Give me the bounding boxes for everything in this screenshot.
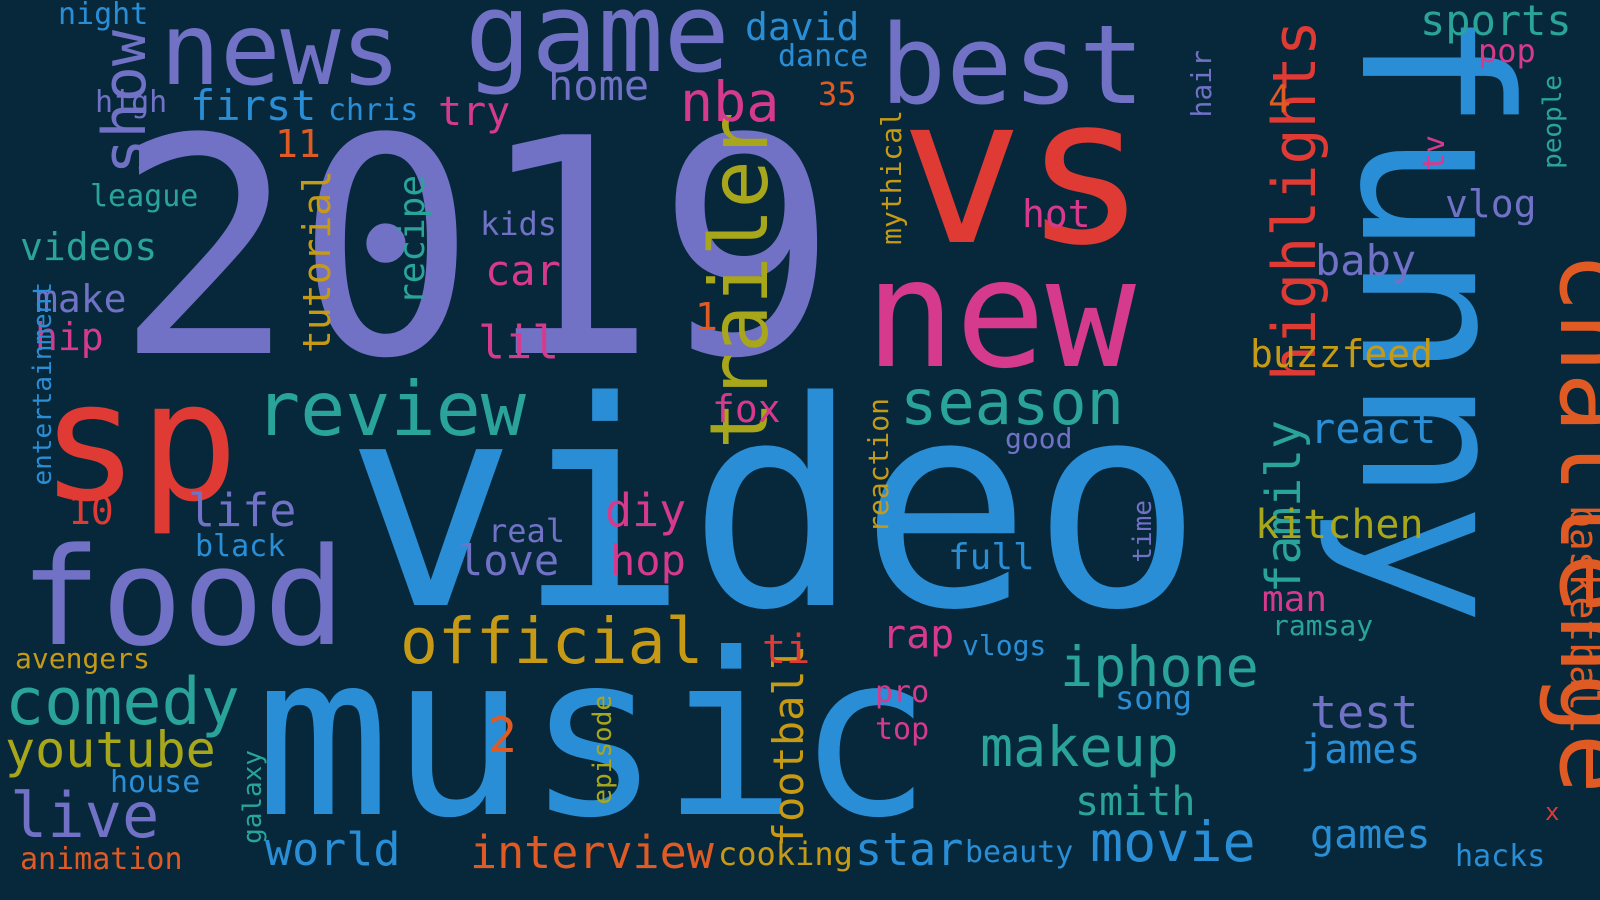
word-black: black [195,529,286,564]
word-game: game [465,0,730,97]
word-james: james [1300,727,1421,773]
word-car: car [485,246,561,295]
word-vs: vs [900,53,1147,291]
word-iphone: iphone [1060,635,1259,699]
word-kitchen: kitchen [1255,502,1424,548]
word-food: food [20,519,346,676]
word-cooking: cooking [718,835,853,873]
word-football: football [764,645,813,848]
word-smith: smith [1075,779,1196,825]
word-home: home [548,61,650,110]
word-music: music [255,606,933,868]
word-real: real [488,512,566,550]
word-best: best [880,1,1145,129]
word-high: high [95,85,168,120]
word-love: love [458,536,560,585]
word-season: season [900,366,1124,439]
word-basketball: basketball [1562,505,1600,734]
word-world: world [265,823,401,876]
word-youtube: youtube [5,721,216,779]
word-highlights: highlights [1260,20,1330,382]
word-house: house [110,765,201,800]
word-star: star [855,823,964,876]
word-reaction: reaction [862,398,895,533]
word-league: league [90,179,199,214]
word-kids: kids [480,205,558,243]
word-rap: rap [882,612,955,658]
word-recipe: recipe [392,175,433,306]
word-galaxy: galaxy [238,750,268,844]
word-dance: dance [778,39,869,74]
word-ti: ti [762,627,811,673]
word-song: song [1115,679,1193,717]
word-test: test [1310,686,1419,739]
word-man: man [1262,579,1328,620]
word-10: 10 [68,489,114,533]
word-people: people [1538,75,1568,169]
word-life: life [188,484,297,537]
word-avengers: avengers [15,642,150,675]
word-interview: interview [470,826,714,879]
word-fox: fox [712,387,781,431]
word-live: live [10,779,160,852]
word-hip: hip [35,315,104,359]
word-sports: sports [1420,0,1572,45]
word-hot: hot [1022,192,1091,236]
word-games: games [1310,812,1431,858]
word-comedy: comedy [5,665,240,740]
word-nba: nba [680,70,780,134]
word-video: video [345,341,1203,673]
word-vlogs: vlogs [962,629,1047,662]
word-movie: movie [1090,810,1256,874]
word-lil: lil [478,316,560,369]
word-hacks: hacks [1455,839,1546,874]
word-videos: videos [20,225,158,269]
word-x: x [1545,798,1560,826]
word-beauty: beauty [965,835,1074,870]
word-hair: hair [1185,50,1218,118]
word-react: react [1310,404,1437,453]
word-chris: chris [328,93,419,128]
word-2019: 2019 [115,75,838,424]
word-vlog: vlog [1445,182,1537,226]
word-news: news [160,0,401,108]
word-time: time [1128,500,1158,563]
word-top: top [875,712,930,747]
word-pop: pop [1478,32,1536,70]
word-4: 4 [1268,77,1291,121]
word-tutorial: tutorial [295,170,339,354]
word-buzzfeed: buzzfeed [1250,332,1434,376]
word-new: new [865,228,1136,402]
word-pro: pro [875,675,930,710]
word-make: make [35,277,127,321]
word-1: 1 [695,295,718,339]
word-baby: baby [1315,236,1417,285]
word-mythical: mythical [875,110,908,245]
word-2: 2 [488,708,517,764]
word-tv: tv [1417,135,1452,172]
word-sp: sp [40,346,239,538]
word-episode: episode [588,695,618,805]
word-david: david [745,5,860,49]
word-makeup: makeup [980,715,1179,779]
word-try: try [438,89,511,135]
word-entertainment: entertainment [28,282,58,486]
word-hop: hop [610,536,686,585]
word-full: full [948,537,1035,578]
word-night: night [58,0,149,32]
word-review: review [255,365,526,453]
word-diy: diy [605,484,687,537]
word-good: good [1005,422,1073,455]
word-35: 35 [818,75,857,113]
word-first: first [190,81,317,130]
word-ramsay: ramsay [1272,609,1374,642]
word-animation: animation [20,842,183,877]
word-11: 11 [275,122,321,166]
word-official: official [400,605,704,678]
